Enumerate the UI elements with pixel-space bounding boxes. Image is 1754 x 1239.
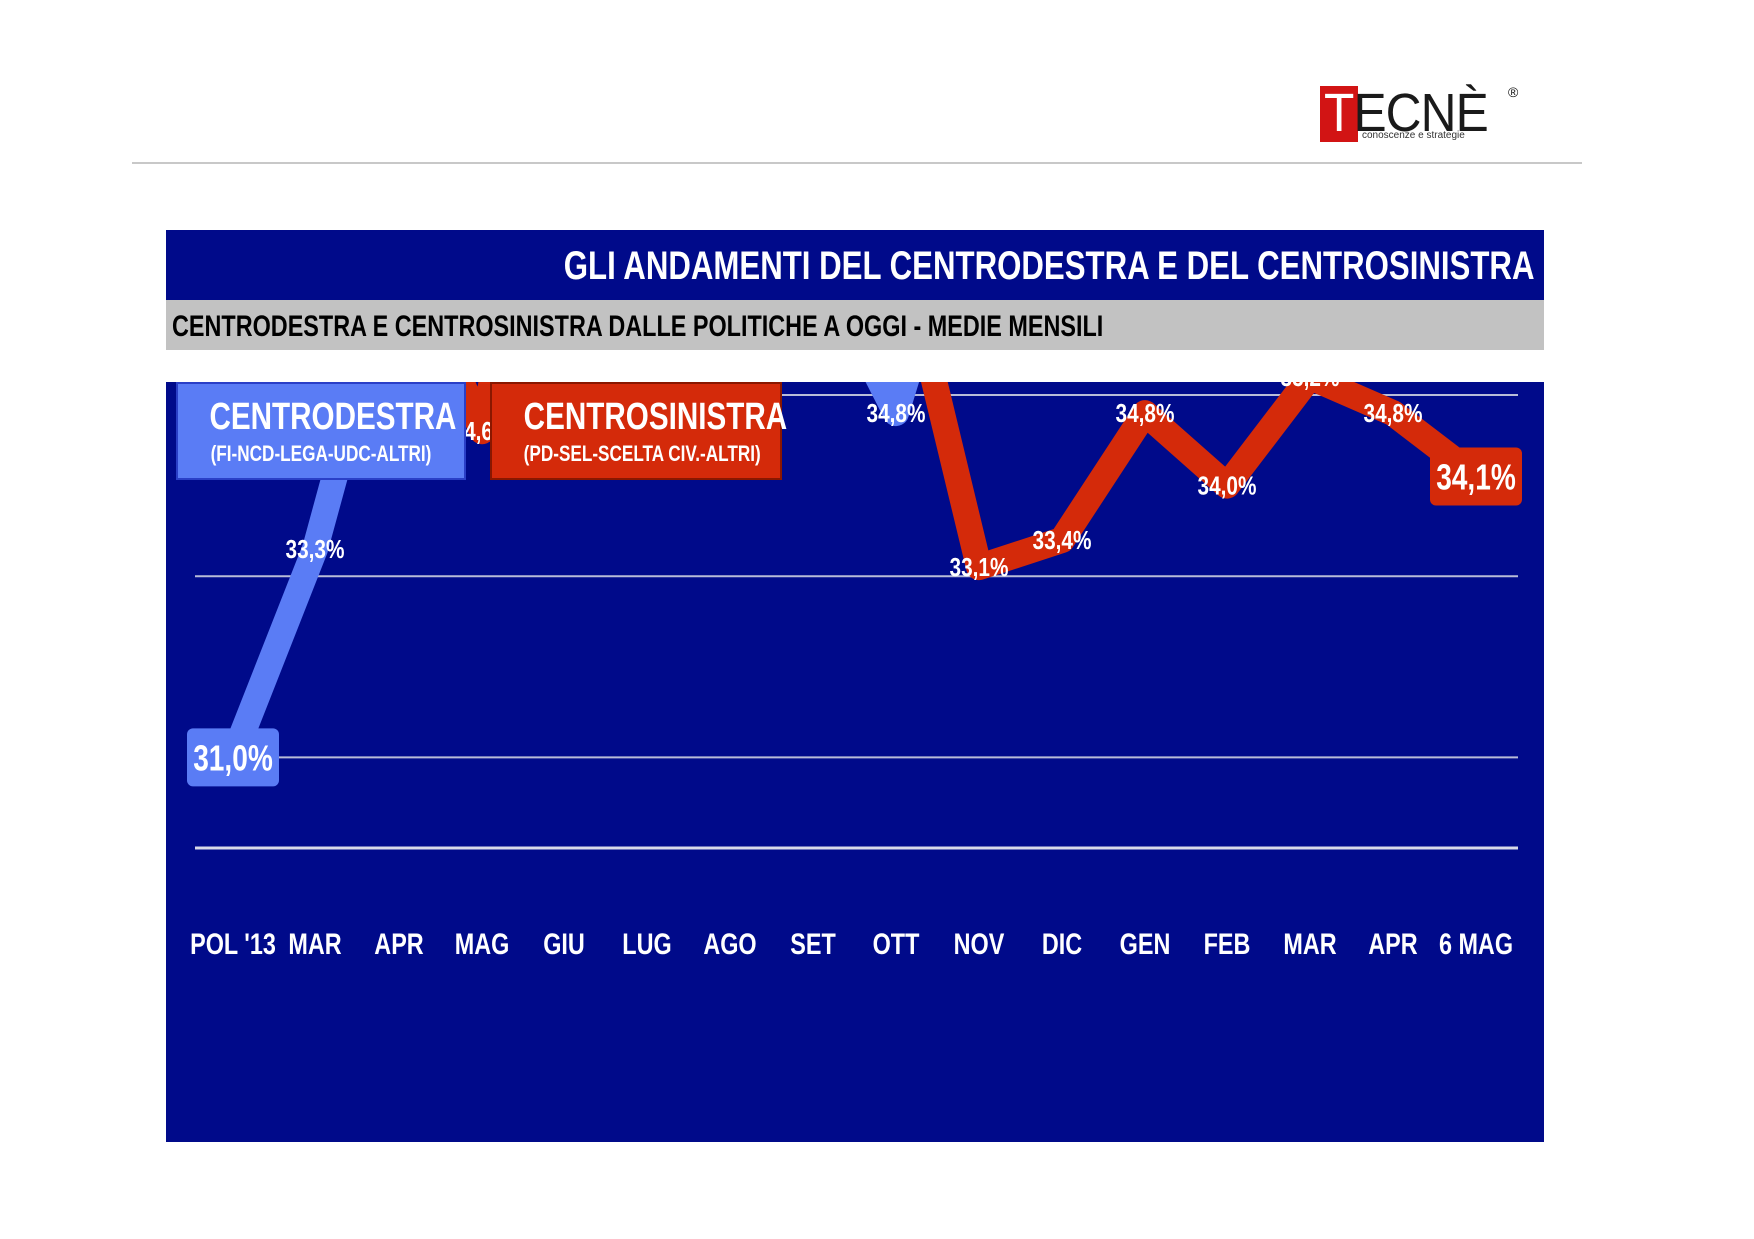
x-tick-label: FEB: [1204, 927, 1251, 960]
data-label-centrosinistra: 35,2%: [1281, 382, 1340, 391]
label-text: 33,3%: [286, 535, 345, 564]
legend-centrodestra: CENTRODESTRA (FI-NCD-LEGA-UDC-ALTRI): [176, 382, 466, 480]
data-label-centrosinistra: 34,1%: [1430, 447, 1522, 506]
legend-centrosinistra-name: CENTROSINISTRA: [523, 396, 788, 438]
x-tick-label: SET: [790, 927, 836, 960]
logo-tagline: conoscenze e strategie: [1362, 130, 1465, 141]
x-tick-label: OTT: [873, 927, 920, 960]
header-rule: [132, 162, 1582, 164]
x-tick-label: LUG: [622, 927, 671, 960]
logo-wordmark: TECNÈ: [1324, 83, 1489, 143]
plot-area: 31,0%33,3%36,7%39,2%37,9%37,9%37,2%36,6%…: [166, 382, 1544, 1142]
chart-title: GLI ANDAMENTI DEL CENTRODESTRA E DEL CEN…: [563, 244, 1534, 288]
label-box: [1430, 447, 1522, 506]
x-tick-label: GEN: [1120, 927, 1171, 960]
data-label-centrosinistra: 34,8%: [1116, 399, 1175, 428]
x-tick-label: GIU: [543, 927, 585, 960]
x-tick-label: MAR: [1283, 927, 1336, 960]
x-tick-label: DIC: [1042, 927, 1082, 960]
x-tick-label: POL '13: [190, 927, 276, 960]
label-text: 34,8%: [1364, 399, 1423, 428]
legend-centrodestra-name: CENTRODESTRA: [209, 396, 457, 438]
legend-centrosinistra: CENTROSINISTRA (PD-SEL-SCELTA CIV.-ALTRI…: [490, 382, 788, 480]
label-text: 34,8%: [867, 399, 926, 428]
logo-registered-mark: ®: [1508, 84, 1519, 100]
x-tick-label: MAR: [288, 927, 341, 960]
tecne-logo: TECNÈ ® conoscenze e strategie: [1320, 83, 1520, 146]
data-label-centrodestra: 31,0%: [187, 728, 279, 787]
label-text: 34,8%: [1116, 399, 1175, 428]
label-text: 33,4%: [1033, 526, 1092, 555]
data-label-centrosinistra: 34,0%: [1198, 471, 1257, 500]
x-tick-label: NOV: [954, 927, 1005, 960]
label-text: 33,1%: [950, 553, 1009, 582]
chart-subtitle: CENTRODESTRA E CENTROSINISTRA DALLE POLI…: [172, 310, 1104, 343]
label-text: 34,1%: [1436, 457, 1516, 497]
data-label-centrosinistra: 34,8%: [1364, 399, 1423, 428]
legend-centrosinistra-sub: (PD-SEL-SCELTA CIV.-ALTRI): [523, 441, 761, 466]
label-box: [187, 728, 279, 787]
x-tick-label: APR: [374, 927, 423, 960]
label-text: 35,2%: [1281, 382, 1340, 391]
series-line-centrosinistra: [447, 382, 1489, 581]
data-label-centrosinistra: 33,4%: [1033, 526, 1092, 555]
title-bar: GLI ANDAMENTI DEL CENTRODESTRA E DEL CEN…: [166, 230, 1544, 300]
white-divider: [166, 350, 1544, 382]
label-text: 34,0%: [1198, 471, 1257, 500]
data-label-centrodestra: 34,8%: [867, 399, 926, 428]
x-tick-label: 6 MAG: [1439, 927, 1513, 960]
chart-panel: GLI ANDAMENTI DEL CENTRODESTRA E DEL CEN…: [166, 230, 1544, 1142]
label-text: 31,0%: [193, 738, 273, 778]
line-chart: 31,0%33,3%36,7%39,2%37,9%37,9%37,2%36,6%…: [187, 382, 1522, 961]
legend-centrodestra-sub: (FI-NCD-LEGA-UDC-ALTRI): [210, 441, 432, 466]
data-label-centrodestra: 33,3%: [286, 535, 345, 564]
logo-red-box: [1320, 86, 1358, 142]
x-tick-label: MAG: [455, 927, 510, 960]
data-label-centrosinistra: 33,1%: [950, 553, 1009, 582]
subtitle-bar: CENTRODESTRA E CENTROSINISTRA DALLE POLI…: [166, 300, 1544, 350]
x-tick-label: APR: [1368, 927, 1417, 960]
x-tick-label: AGO: [703, 927, 756, 960]
